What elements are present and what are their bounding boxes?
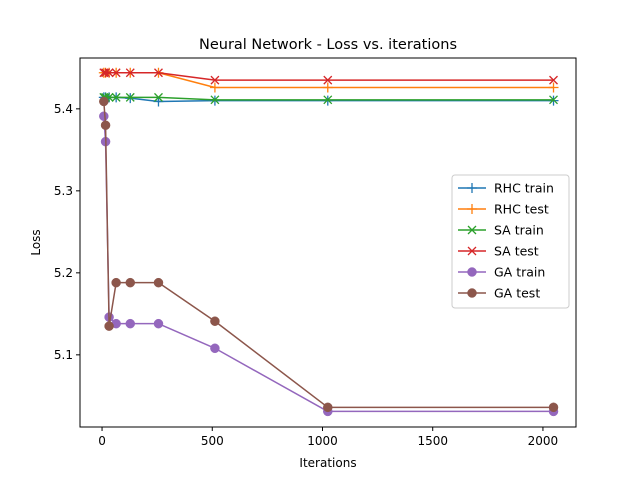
data-point-sa-test <box>125 68 135 78</box>
data-point-rhc-test <box>322 82 333 93</box>
data-point-sa-train <box>154 92 163 102</box>
series-layer <box>98 67 559 417</box>
data-point-sa-train <box>111 92 121 102</box>
legend-item-rhc-test: RHC test <box>458 202 549 217</box>
series-sa-test <box>99 68 558 85</box>
data-point-ga-test <box>100 120 111 130</box>
x-tick-label: 0 <box>98 434 106 448</box>
series-ga-test <box>99 96 559 413</box>
legend-marker <box>467 246 477 256</box>
data-point-sa-test <box>154 68 163 78</box>
legend-item-sa-train: SA train <box>458 223 544 238</box>
plot-frame <box>79 57 577 428</box>
data-point-ga-test <box>210 316 220 326</box>
x-tick-label: 2000 <box>528 434 559 448</box>
x-tick-label: 1000 <box>307 434 338 448</box>
data-point-sa-train <box>549 95 558 105</box>
legend-item-rhc-train: RHC train <box>458 181 554 196</box>
legend: RHC train RHC test SA train SA test GA train… <box>451 174 570 309</box>
legend-marker <box>467 204 477 214</box>
data-point-rhc-test <box>209 82 220 93</box>
chart-title: Neural Network - Loss vs. iterations <box>199 37 457 53</box>
y-axis: 5.1 5.2 5.3 5.4 <box>54 102 80 362</box>
y-tick-label: 5.2 <box>54 266 73 280</box>
x-tick-label: 500 <box>201 434 224 448</box>
legend-label: RHC train <box>494 181 554 196</box>
legend-item-ga-test: GA test <box>458 286 540 301</box>
data-point-ga-test <box>323 402 333 413</box>
legend-marker <box>467 267 477 277</box>
data-point-sa-test <box>210 75 220 85</box>
y-tick-label: 5.1 <box>54 348 73 362</box>
data-point-sa-test <box>323 75 333 85</box>
data-point-ga-train <box>153 318 164 329</box>
data-point-ga-test <box>153 277 164 288</box>
data-point-ga-test <box>125 277 136 288</box>
legend-item-sa-test: SA test <box>458 244 539 259</box>
x-tick-label: 1500 <box>417 434 448 448</box>
legend-item-ga-train: GA train <box>458 265 545 280</box>
legend-label: SA train <box>494 223 544 238</box>
data-point-ga-test <box>99 96 109 107</box>
x-axis-label: Iterations <box>299 456 356 470</box>
data-point-sa-train <box>210 95 220 105</box>
data-point-ga-train <box>210 343 220 354</box>
data-point-sa-train <box>125 92 135 102</box>
legend-marker <box>467 225 477 235</box>
legend-label: GA train <box>494 265 545 280</box>
data-point-ga-test <box>104 321 114 331</box>
data-point-ga-train <box>125 318 136 329</box>
data-point-sa-test <box>111 68 121 78</box>
legend-marker <box>467 183 477 193</box>
data-point-sa-test <box>101 68 111 78</box>
y-tick-label: 5.4 <box>54 102 73 116</box>
legend-label: RHC test <box>494 202 549 217</box>
data-point-ga-test <box>548 402 559 413</box>
legend-label: SA test <box>494 244 539 259</box>
y-tick-label: 5.3 <box>54 184 73 198</box>
data-point-ga-test <box>111 277 121 288</box>
x-axis: 0 500 1000 1500 2000 <box>98 427 558 448</box>
legend-label: GA test <box>494 286 540 301</box>
data-point-rhc-test <box>548 82 559 93</box>
data-point-sa-test <box>549 75 558 85</box>
y-axis-label: Loss <box>29 229 43 255</box>
series-sa-train <box>99 92 558 105</box>
legend-marker <box>467 288 477 298</box>
data-point-ga-train <box>99 111 109 121</box>
data-point-sa-test <box>104 68 114 78</box>
data-point-sa-train <box>323 95 333 105</box>
